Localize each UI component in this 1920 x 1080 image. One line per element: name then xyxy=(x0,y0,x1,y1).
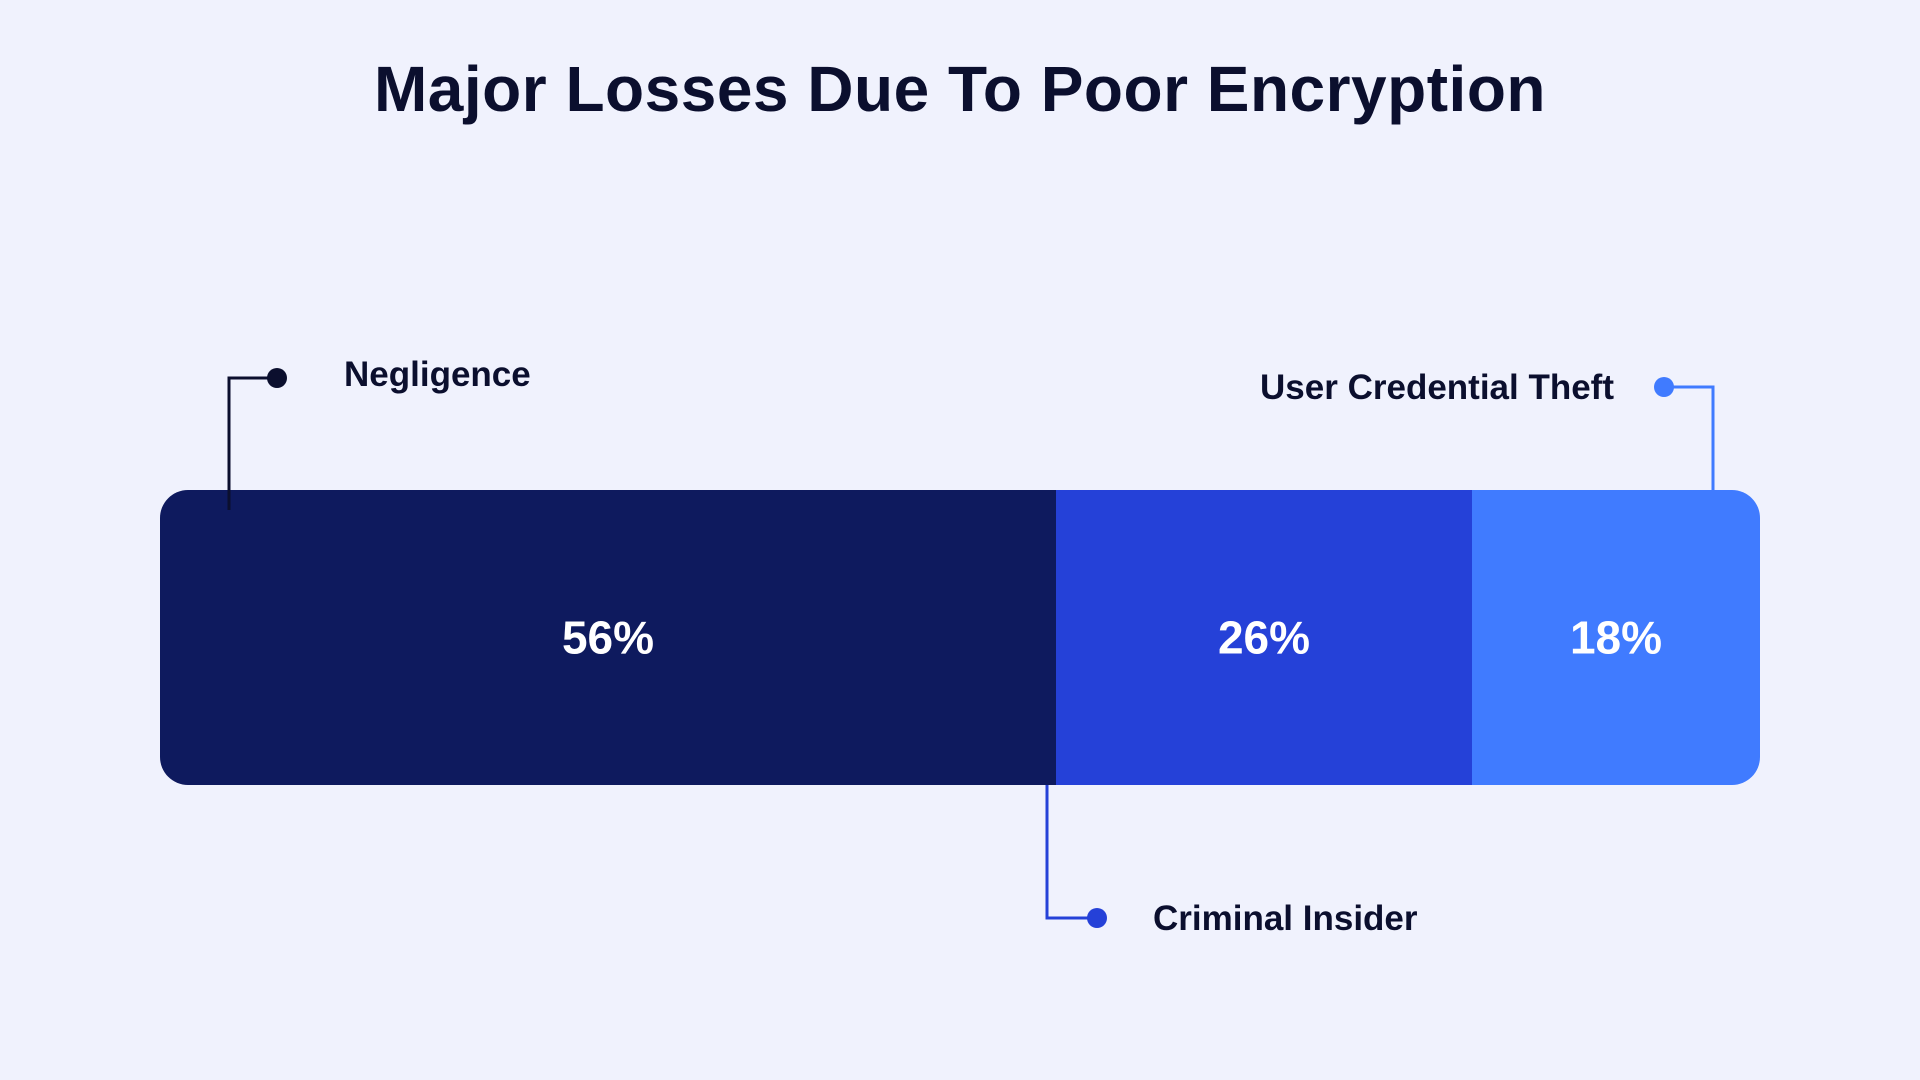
callout-line-criminal-insider xyxy=(1045,785,1097,920)
callout-line-negligence xyxy=(227,376,277,510)
bar-value-label-criminal-insider: 26% xyxy=(1218,612,1310,664)
callout-dot-criminal-insider xyxy=(1087,908,1107,928)
bar-segment-user-credential-theft xyxy=(1472,490,1760,785)
callout-line-user-credential-theft xyxy=(1664,385,1715,490)
bar-segment-negligence xyxy=(160,490,1057,785)
bar-segments xyxy=(160,490,1760,785)
bar-value-label-user-credential-theft: 18% xyxy=(1570,612,1662,664)
bar-value-label-negligence: 56% xyxy=(562,612,654,664)
segment-value-labels: 56% 26% 18% xyxy=(562,612,1662,664)
callout-dot-negligence xyxy=(267,368,287,388)
callout-user-credential-theft: User Credential Theft xyxy=(1260,368,1715,490)
legend-label-user-credential-theft: User Credential Theft xyxy=(1260,368,1614,407)
bar-segment-criminal-insider xyxy=(1056,490,1473,785)
callout-criminal-insider: Criminal Insider xyxy=(1045,785,1418,938)
callout-negligence: Negligence xyxy=(227,355,531,510)
chart-title: Major Losses Due To Poor Encryption xyxy=(373,53,1547,125)
legend-label-negligence: Negligence xyxy=(344,355,531,394)
callout-dot-user-credential-theft xyxy=(1654,377,1674,397)
legend-label-criminal-insider: Criminal Insider xyxy=(1153,899,1418,938)
